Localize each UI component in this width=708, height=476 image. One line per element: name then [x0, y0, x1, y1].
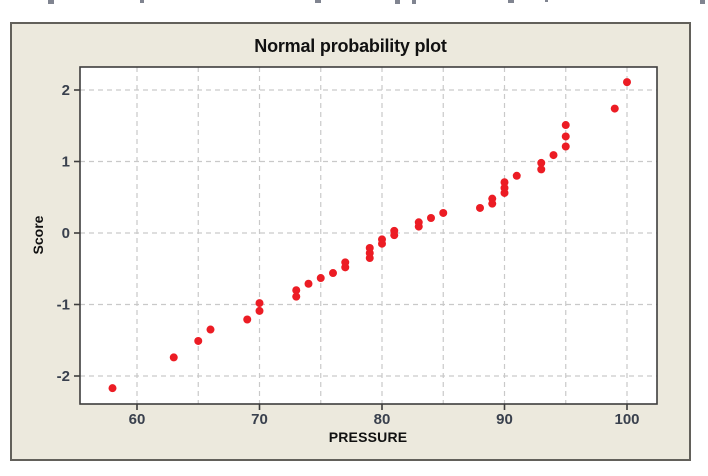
data-point: [316, 274, 325, 283]
data-point: [255, 306, 264, 315]
data-point: [476, 203, 484, 212]
x-tick-labels: 60 70 80 90 100: [129, 411, 640, 428]
data-point: [194, 336, 203, 345]
gridlines: [80, 67, 657, 404]
data-point: [500, 178, 509, 187]
data-point: [292, 286, 301, 295]
data-point: [610, 104, 619, 113]
data-point: [427, 213, 435, 222]
data-point: [537, 165, 546, 174]
data-point: [169, 353, 178, 362]
plot-area: [80, 67, 657, 404]
y-tick-label: 0: [62, 225, 70, 242]
y-tick-labels: 2 1 0 -1 -2: [57, 82, 70, 385]
data-point: [292, 292, 301, 301]
data-point: [561, 121, 570, 130]
data-points: [108, 78, 631, 393]
data-point: [488, 194, 497, 203]
data-point: [537, 158, 546, 167]
x-tick-label: 70: [251, 411, 268, 428]
data-point: [439, 208, 448, 217]
data-point: [512, 171, 521, 180]
data-point: [500, 183, 509, 192]
x-tick-label: 60: [129, 411, 146, 428]
axis-ticks: [74, 89, 628, 410]
x-tick-label: 100: [614, 411, 639, 428]
plot-border: [79, 66, 658, 405]
y-tick-label: 1: [62, 154, 70, 171]
data-point: [390, 226, 399, 235]
data-point: [623, 78, 631, 87]
data-point: [108, 384, 117, 393]
data-point: [329, 269, 337, 278]
data-point: [561, 142, 570, 151]
data-point: [255, 299, 264, 308]
y-tick-label: -2: [57, 368, 70, 385]
data-point: [365, 244, 374, 253]
data-point: [414, 218, 423, 227]
x-axis-title: PRESSURE: [328, 429, 408, 445]
data-point: [561, 132, 570, 141]
data-point: [206, 325, 215, 334]
data-point: [304, 279, 313, 288]
y-tick-label: -1: [57, 297, 70, 314]
x-tick-label: 80: [374, 411, 391, 428]
y-tick-label: 2: [62, 82, 70, 99]
y-axis-title: Score: [30, 215, 46, 255]
data-point: [549, 151, 558, 160]
data-point: [243, 315, 252, 324]
x-tick-label: 90: [496, 411, 513, 428]
data-point: [378, 235, 386, 244]
chart-title: Normal probability plot: [254, 36, 447, 56]
data-point: [341, 258, 350, 267]
